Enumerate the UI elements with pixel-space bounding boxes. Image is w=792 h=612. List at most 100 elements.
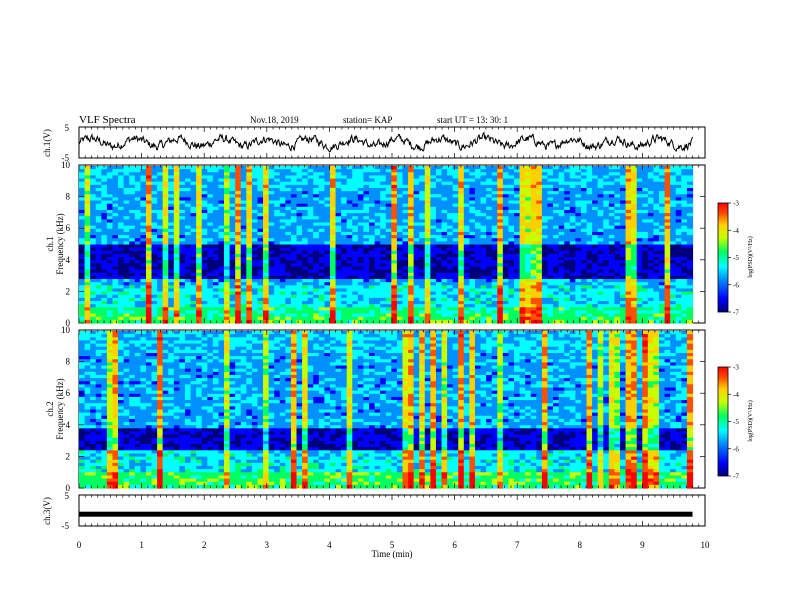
spectrogram-cell <box>592 269 599 274</box>
spectrogram-cell <box>391 260 398 264</box>
spectrogram-cell <box>95 288 102 293</box>
spectrogram-cell <box>458 257 465 261</box>
spectrogram-cell <box>95 294 102 299</box>
spectrogram-cell <box>575 197 582 202</box>
spectrogram-cell <box>307 285 314 290</box>
spectrogram-cell <box>575 272 582 277</box>
spectrogram-cell <box>625 288 632 293</box>
spectrogram-cell <box>497 206 504 211</box>
spectrogram-cell <box>642 194 649 198</box>
spectrogram-cell <box>664 235 671 239</box>
spectrogram-cell <box>441 178 448 183</box>
spectrogram-cell <box>558 216 565 220</box>
spectrogram-cell <box>514 191 521 195</box>
spectrogram-cell <box>530 166 537 170</box>
spectrogram-cell <box>101 169 108 173</box>
spectrogram-cell <box>435 253 443 258</box>
spectrogram-cell <box>619 194 627 198</box>
spectrogram-cell <box>486 172 493 177</box>
spectrogram-cell <box>385 241 392 246</box>
spectrogram-cell <box>207 172 214 177</box>
spectrogram-cell <box>101 203 108 208</box>
spectrogram-cell <box>586 194 593 198</box>
spectrogram-cell <box>201 231 208 236</box>
spectrogram-cell <box>263 260 270 264</box>
spectrogram-cell <box>380 288 387 293</box>
spectrogram-cell <box>302 250 309 255</box>
spectrogram-cell <box>369 294 376 299</box>
spectrogram-cell <box>251 272 259 277</box>
spectrogram-cell <box>318 166 325 170</box>
spectrogram-cell <box>168 209 175 214</box>
spectrogram-cell <box>430 225 437 230</box>
spectrogram-cell <box>541 228 549 233</box>
spectrogram-cell <box>229 235 236 239</box>
spectrogram-cell <box>162 260 169 264</box>
spectrogram-cell <box>307 235 314 239</box>
spectrogram-cell <box>106 250 114 255</box>
spectrogram-cell <box>79 219 86 224</box>
spectrogram-cell <box>502 200 510 205</box>
spectrogram-cell <box>302 244 309 249</box>
spectrogram-cell <box>162 238 169 242</box>
spectrogram-cell <box>363 191 370 195</box>
spectrogram-cell <box>335 266 342 271</box>
spectrogram-cell <box>441 282 448 286</box>
spectrogram-cell <box>447 241 454 246</box>
spectrogram-cell <box>530 169 537 173</box>
spectrogram-cell <box>302 169 309 173</box>
spectrogram-cell <box>664 209 671 214</box>
spectrogram-cell <box>251 257 259 261</box>
spectrogram-cell <box>302 181 309 186</box>
spectrogram-cell <box>463 279 470 283</box>
spectrogram-cell <box>140 225 147 230</box>
spectrogram-cell <box>447 181 454 186</box>
spectrogram-cell <box>402 191 409 195</box>
spectrogram-cell <box>430 213 437 217</box>
spectrogram-cell <box>212 175 220 180</box>
spectrogram-cell <box>235 241 242 246</box>
spectrogram-cell <box>90 209 97 214</box>
spectrogram-cell <box>329 219 337 224</box>
spectrogram-cell <box>647 203 655 208</box>
spectrogram-cell <box>636 291 643 296</box>
spectrogram-cell <box>329 266 337 271</box>
spectrogram-cell <box>346 247 353 252</box>
spectrogram-cell <box>240 285 247 290</box>
spectrogram-cell <box>346 209 353 214</box>
spectrogram-cell <box>235 213 242 217</box>
spectrogram-cell <box>123 228 130 233</box>
spectrogram-cell <box>564 241 571 246</box>
spectrogram-cell <box>101 231 108 236</box>
spectrogram-cell <box>274 244 281 249</box>
spectrogram-cell <box>463 187 470 192</box>
spectrogram-cell <box>547 222 554 227</box>
spectrogram-cell <box>530 241 537 246</box>
spectrogram-cell <box>541 187 549 192</box>
spectrogram-cell <box>112 175 119 180</box>
spectrogram-cell <box>346 197 353 202</box>
spectrogram-cell <box>106 297 114 302</box>
spectrogram-cell <box>396 244 404 249</box>
spectrogram-cell <box>508 250 515 255</box>
spectrogram-cell <box>290 285 298 290</box>
spectrogram-cell <box>502 257 510 261</box>
spectrogram-cell <box>380 247 387 252</box>
spectrogram-cell <box>162 279 169 283</box>
spectrogram-cell <box>558 200 565 205</box>
spectrogram-cell <box>597 235 604 239</box>
spectrogram-cell <box>447 206 454 211</box>
spectrogram-cell <box>101 247 108 252</box>
spectrogram-cell <box>435 247 443 252</box>
spectrogram-cell <box>352 244 359 249</box>
spectrogram-cell <box>636 231 643 236</box>
spectrogram-cell <box>424 166 431 170</box>
spectrogram-cell <box>452 241 459 246</box>
spectrogram-cell <box>486 244 493 249</box>
spectrogram-cell <box>90 244 97 249</box>
spectrogram-cell <box>424 178 431 183</box>
spectrogram-cell <box>608 253 615 258</box>
spectrogram-cell <box>190 288 197 293</box>
spectrogram-cell <box>525 169 532 173</box>
spectrogram-cell <box>592 209 599 214</box>
